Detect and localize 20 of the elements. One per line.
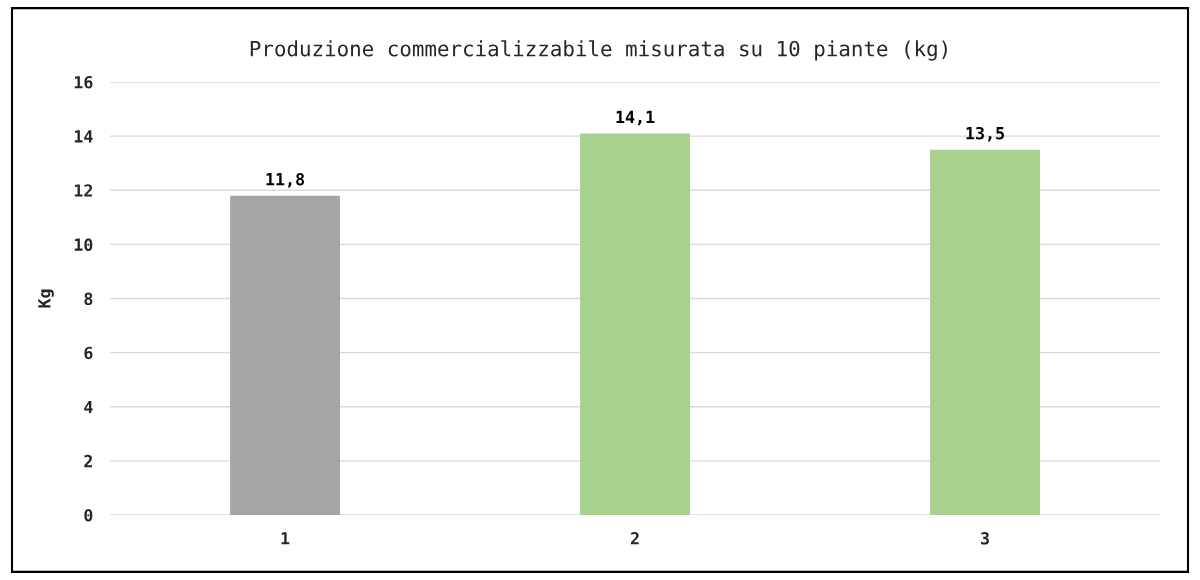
y-tick-label: 8 xyxy=(84,292,93,306)
y-tick-label: 12 xyxy=(74,184,92,197)
bar xyxy=(230,195,340,516)
y-tick-label: 16 xyxy=(74,75,93,89)
y-tick-label: 14 xyxy=(74,130,93,143)
data-label: 14,1 xyxy=(616,110,655,126)
x-tick-label: 3 xyxy=(981,532,989,545)
y-tick-label: 4 xyxy=(84,400,93,414)
y-axis-title: Kg xyxy=(38,289,54,308)
data-label: 11,8 xyxy=(266,172,305,188)
y-tick-label: 0 xyxy=(84,509,93,522)
x-tick-label: 2 xyxy=(630,532,639,545)
bar xyxy=(930,149,1040,516)
chart-title: Produzione commercializzabile misurata su 10 piante (kg) xyxy=(250,40,947,61)
x-tick-label: 1 xyxy=(281,532,290,545)
y-tick-label: 6 xyxy=(84,346,93,360)
data-label: 13,5 xyxy=(966,126,1004,142)
bar xyxy=(580,133,690,516)
y-tick-label: 10 xyxy=(74,238,93,251)
y-tick-label: 2 xyxy=(84,454,92,468)
